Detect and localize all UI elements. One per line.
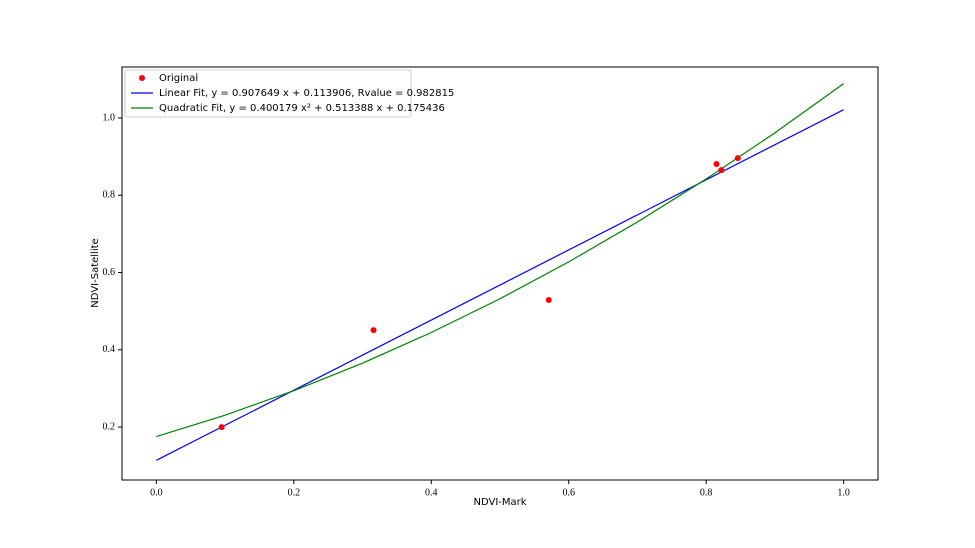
plot-frame	[121, 66, 879, 481]
x-axis-label: NDVI-Mark	[473, 497, 526, 508]
data-point	[713, 160, 720, 167]
legend-box	[124, 69, 412, 118]
data-point	[545, 296, 552, 303]
legend-label: Quadratic Fit, y = 0.400179 x² + 0.51338…	[159, 103, 445, 114]
data-point	[718, 167, 725, 174]
legend-marker	[139, 75, 145, 81]
y-tick-label: 0.2	[103, 421, 116, 432]
y-tick-label: 1.0	[103, 112, 116, 123]
y-tick-label: 0.4	[103, 344, 116, 355]
x-tick-label: 0.8	[700, 487, 713, 498]
y-axis-label: NDVI-Satellite	[90, 238, 101, 307]
y-tick-label: 0.6	[103, 267, 116, 278]
x-tick-label: 1.0	[837, 487, 850, 498]
fit-line	[156, 109, 844, 461]
data-point	[370, 327, 377, 334]
legend-label: Linear Fit, y = 0.907649 x + 0.113906, R…	[159, 88, 454, 99]
fit-line	[156, 83, 844, 438]
y-tick-label: 0.8	[103, 190, 116, 201]
legend-label: Original	[159, 73, 198, 84]
data-point	[734, 155, 741, 162]
data-point	[218, 424, 225, 431]
x-tick-label: 0.2	[288, 487, 301, 498]
x-tick-label: 0.0	[150, 487, 163, 498]
x-tick-label: 0.6	[562, 487, 575, 498]
x-tick-label: 0.4	[425, 487, 438, 498]
